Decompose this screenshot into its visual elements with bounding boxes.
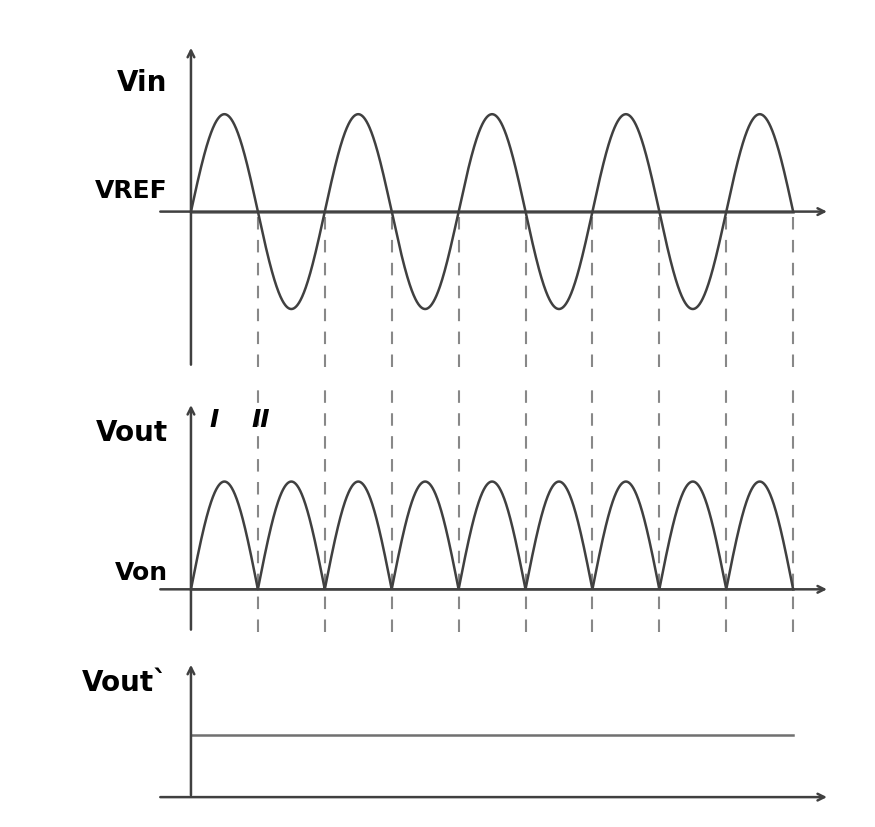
Text: Vin: Vin <box>117 69 167 97</box>
Text: Vout: Vout <box>95 418 167 447</box>
Text: Vout`: Vout` <box>81 668 167 696</box>
Text: II: II <box>252 408 270 432</box>
Text: Von: Von <box>115 560 167 584</box>
Text: I: I <box>210 408 219 432</box>
Text: VREF: VREF <box>94 179 167 203</box>
